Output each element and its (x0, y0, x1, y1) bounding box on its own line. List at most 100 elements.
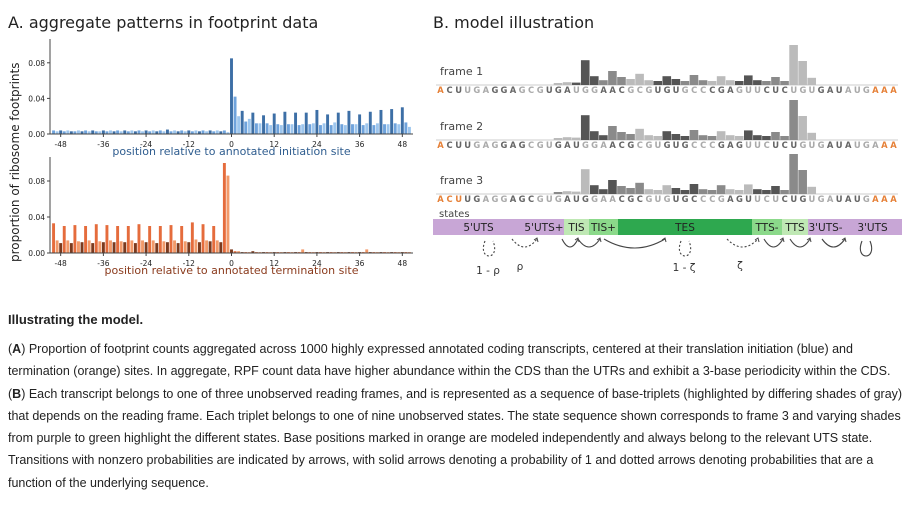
transition-label: 1 - ζ (673, 262, 696, 274)
sequence-base: U (790, 140, 797, 150)
caption-b-label: B (12, 386, 22, 401)
sequence-base: G (537, 85, 544, 95)
footprint-bar (562, 82, 572, 85)
sequence-base: U (464, 194, 471, 204)
sequence-base: C (782, 140, 788, 150)
initiation-bar (404, 122, 408, 134)
footprint-bar (562, 137, 572, 140)
sequence-base: A (845, 194, 852, 204)
sequence-base: A (890, 140, 897, 150)
initiation-bar (205, 131, 209, 134)
footprint-bar (780, 81, 789, 85)
termination-bar (94, 224, 98, 253)
solid-transition-arrow (763, 238, 784, 248)
sequence-base: A (827, 194, 834, 204)
arrow-head (841, 237, 847, 243)
termination-bar (141, 240, 144, 253)
footprint-bar (698, 80, 708, 85)
x-axis-label: position relative to annotated terminati… (105, 264, 359, 277)
x-tick-label: 0 (229, 140, 234, 149)
footprint-bar (771, 77, 780, 85)
sequence-base: G (555, 85, 562, 95)
termination-bar (226, 175, 230, 253)
sequence-base: C (691, 194, 697, 204)
sequence-base: U (464, 140, 471, 150)
sequence-base: A (872, 85, 879, 95)
initiation-bar (130, 130, 134, 134)
sequence-base: G (799, 140, 806, 150)
sequence-base: G (645, 194, 652, 204)
sequence-base: G (664, 140, 671, 150)
footprint-bar (644, 135, 653, 140)
initiation-bar (262, 115, 265, 134)
initiation-bar (133, 131, 137, 134)
initiation-bar (269, 125, 273, 134)
initiation-bar (386, 124, 390, 134)
footprint-bar (725, 135, 735, 140)
initiation-bar (144, 130, 148, 134)
sequence-base: A (881, 194, 888, 204)
termination-bar (109, 240, 112, 253)
termination-bar (233, 251, 237, 253)
footprint-bar (662, 76, 672, 85)
initiation-bar (219, 131, 223, 134)
arrow-head (754, 237, 760, 243)
initiation-bar (180, 130, 184, 134)
sequence-base: C (700, 85, 706, 95)
frame-1: frame 1A C U U G A G G A G C G U G A U G G A A C G C G U G U G C C C G A… (436, 45, 898, 95)
initiation-bar (59, 130, 63, 134)
state-box (564, 219, 589, 235)
sequence-base: C (709, 85, 715, 95)
footprint-bar (644, 189, 653, 194)
sequence-base: G (718, 140, 725, 150)
initiation-bar (62, 131, 66, 134)
initiation-bar (247, 118, 251, 134)
termination-bar (155, 243, 159, 253)
footprint-bar (571, 191, 581, 194)
footprint-bar (780, 136, 789, 140)
initiation-bar (112, 131, 116, 134)
figure: A. aggregate patterns in footprint data … (8, 13, 902, 277)
x-tick-label: 48 (398, 259, 408, 268)
transition-label: ζ (737, 260, 743, 272)
state-box (782, 219, 808, 235)
initiation-bar (116, 130, 120, 134)
sequence-base: U (546, 140, 553, 150)
sequence-base: U (754, 85, 761, 95)
footprint-bar (653, 81, 663, 85)
sequence-base: U (464, 85, 471, 95)
initiation-bar (87, 131, 91, 134)
sequence-base: C (619, 85, 625, 95)
termination-bar (201, 224, 205, 253)
footprint-bar (798, 61, 807, 85)
footprint-bar (744, 75, 753, 85)
sequence-base: G (582, 140, 589, 150)
sequence-base: U (573, 194, 580, 204)
caption-body: (A) Proportion of footprint counts aggre… (8, 342, 903, 490)
initiation-bar (254, 123, 258, 134)
termination-bar (101, 242, 105, 253)
initiation-bar (244, 121, 248, 134)
footprint-bar (771, 186, 780, 194)
termination-bar (190, 222, 194, 253)
sequence-base: C (691, 85, 697, 95)
initiation-bar (198, 131, 201, 134)
termination-bar (87, 240, 91, 253)
sequence-base: C (764, 85, 770, 95)
sequence-base: G (736, 85, 743, 95)
footprint-bar (590, 131, 599, 140)
termination-bar (98, 241, 102, 253)
footprint-bar (789, 45, 798, 85)
sequence-base: A (483, 140, 490, 150)
solid-transition-arrow (577, 238, 601, 248)
state-label: 3'UTS- (808, 222, 842, 234)
sequence-base: A (510, 194, 517, 204)
footprint-bar (644, 80, 653, 85)
termination-bar (69, 243, 73, 253)
sequence-base: C (619, 194, 625, 204)
sequence-base: U (745, 194, 752, 204)
state-box (524, 219, 564, 235)
initiation-bar (233, 96, 237, 134)
sequence-base: G (818, 140, 825, 150)
initiation-bar (94, 131, 98, 134)
